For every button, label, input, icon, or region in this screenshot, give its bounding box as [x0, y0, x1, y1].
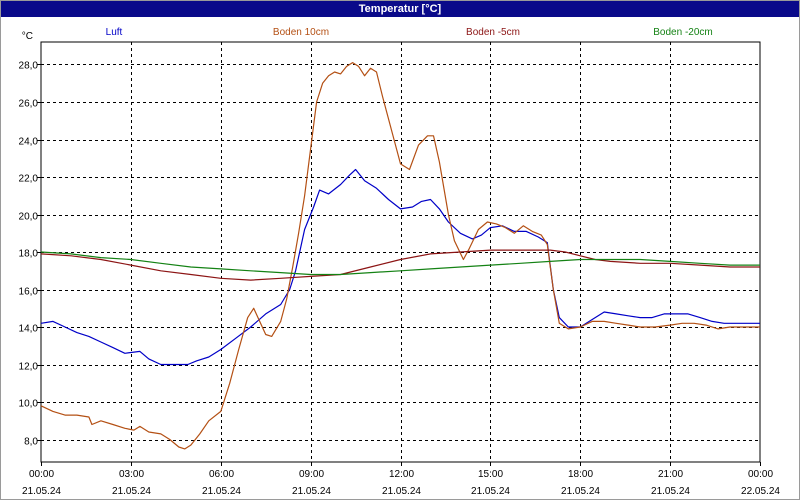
y-axis-unit-label: °C [22, 31, 33, 42]
y-tick-label: 22,0 [19, 174, 39, 185]
x-tick-label-date: 21.05.24 [382, 486, 421, 497]
y-tick-label: 16,0 [19, 287, 39, 298]
x-tick-label-time: 12:00 [389, 469, 414, 480]
series-line [40, 61, 760, 450]
x-tick-label-time: 00:00 [29, 469, 54, 480]
legend-entry: Boden -20cm [653, 27, 712, 38]
legend-entry: Luft [106, 27, 123, 38]
legend-entry: Boden 10cm [273, 27, 329, 38]
x-tick-label-date: 21.05.24 [651, 486, 690, 497]
x-tick-label-date: 22.05.24 [741, 486, 780, 497]
plot-area [40, 41, 761, 463]
x-tick-label-time: 06:00 [209, 469, 234, 480]
y-tick-label: 26,0 [19, 99, 39, 110]
x-tick-label-time: 09:00 [299, 469, 324, 480]
x-tick-label-date: 21.05.24 [22, 486, 61, 497]
series-line [40, 249, 760, 281]
x-tick-label-date: 21.05.24 [471, 486, 510, 497]
x-tick-label-date: 21.05.24 [202, 486, 241, 497]
y-tick-label: 8,0 [24, 437, 38, 448]
y-tick-label: 24,0 [19, 137, 39, 148]
y-tick-label: 10,0 [19, 399, 39, 410]
series-line [40, 251, 760, 276]
y-tick-label: 12,0 [19, 362, 39, 373]
y-tick-label: 14,0 [19, 324, 39, 335]
x-tick-label-time: 00:00 [748, 469, 773, 480]
x-tick-label-date: 21.05.24 [292, 486, 331, 497]
x-tick-label-time: 21:00 [658, 469, 683, 480]
y-tick-label: 18,0 [19, 249, 39, 260]
series-line [40, 168, 760, 366]
x-tick-label-time: 15:00 [478, 469, 503, 480]
window-title: Temperatur [°C] [1, 1, 799, 17]
x-tick-label-time: 03:00 [119, 469, 144, 480]
y-tick-label: 20,0 [19, 212, 39, 223]
x-tick-label-date: 21.05.24 [112, 486, 151, 497]
legend-entry: Boden -5cm [466, 27, 520, 38]
y-tick-label: 28,0 [19, 61, 39, 72]
x-tick-label-time: 18:00 [568, 469, 593, 480]
x-tick-label-date: 21.05.24 [561, 486, 600, 497]
